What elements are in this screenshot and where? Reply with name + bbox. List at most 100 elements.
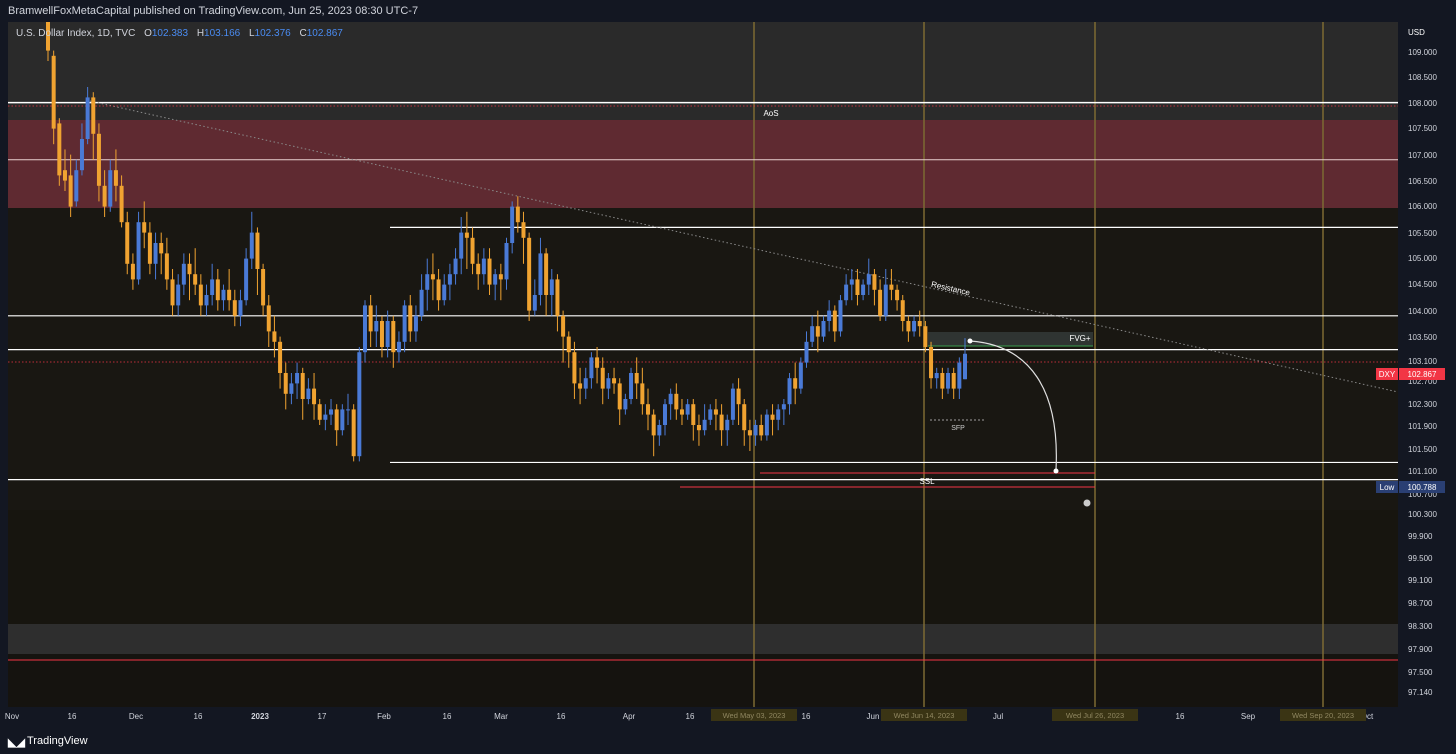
candle-body [374, 321, 379, 332]
candle-body [125, 222, 130, 264]
candle-body [963, 353, 967, 380]
price-tick: 105.000 [1408, 254, 1437, 263]
candle-body [306, 388, 311, 399]
candle-body [447, 274, 452, 285]
candle-body [108, 170, 113, 207]
candle-body [227, 289, 232, 301]
candle-body [391, 321, 396, 353]
candle-body [147, 232, 152, 264]
time-tick: Sep [1241, 712, 1256, 721]
candle-body [929, 347, 934, 379]
time-tick: 16 [443, 712, 452, 721]
date-badge [1052, 709, 1138, 721]
candle-body [827, 310, 832, 321]
candle-body [583, 378, 588, 389]
candle-body [255, 232, 260, 269]
clock-icon [1083, 499, 1091, 507]
candle-body [781, 404, 786, 410]
candle-body [498, 274, 503, 280]
candle-body [872, 274, 877, 290]
candle-body [278, 341, 283, 373]
candle-body [855, 279, 860, 295]
candle-body [142, 222, 147, 233]
price-chart[interactable]: AoS Resistance FVG+ SSL SFP USD 109.0001… [0, 22, 1456, 728]
date-badges: Wed May 03, 2023 Wed Jun 14, 2023 Wed Jul … [711, 709, 1366, 721]
candle-body [810, 326, 815, 342]
low-price-badge [1399, 481, 1445, 493]
tradingview-brand[interactable]: TradingView [27, 735, 88, 747]
fvg-label: FVG+ [1069, 334, 1090, 343]
candle-body [368, 305, 373, 332]
price-tick: 98.300 [1408, 622, 1433, 631]
candle-body [549, 279, 554, 295]
candle-body [532, 295, 537, 311]
candle-body [589, 357, 594, 379]
time-tick: Jun [867, 712, 880, 721]
candle-body [334, 409, 339, 431]
low-tag [1376, 481, 1398, 493]
candle-body [538, 253, 543, 295]
time-tick: Feb [377, 712, 391, 721]
price-tick: 103.100 [1408, 357, 1437, 366]
publisher-bar: BramwellFoxMetaCapital published on Trad… [0, 0, 1456, 22]
time-tick: 2023 [251, 712, 269, 721]
lower-gray-band [8, 624, 1398, 654]
candle-body [521, 222, 526, 238]
candle-body [102, 185, 107, 207]
date-badge [1280, 709, 1366, 721]
price-axis[interactable] [1398, 22, 1456, 707]
candle-body [866, 274, 871, 285]
time-tick: Apr [623, 712, 636, 721]
candle-body [793, 378, 798, 389]
candle-body [527, 237, 532, 311]
price-tick: 99.500 [1408, 554, 1433, 563]
date-badge-text: Wed Jul 26, 2023 [1066, 711, 1124, 720]
candle-body [730, 388, 735, 420]
price-tick: 101.500 [1408, 445, 1437, 454]
candle-body [578, 383, 583, 389]
candle-body [289, 383, 294, 394]
candle-body [329, 409, 334, 415]
price-tick: 97.500 [1408, 668, 1433, 677]
symbol-name: U.S. Dollar Index, 1D, TVC [16, 28, 136, 39]
candle-body [951, 373, 956, 389]
candle-body [764, 414, 769, 436]
candle-body [861, 284, 866, 295]
candle-body [838, 300, 843, 332]
time-tick: Nov [5, 712, 19, 721]
candle-body [170, 279, 175, 306]
candle-body [821, 321, 826, 337]
candle-body [430, 274, 435, 280]
candle-body [515, 206, 520, 223]
candle-body [346, 409, 351, 411]
candle-body [459, 232, 464, 259]
candle-body [476, 263, 481, 275]
lower-dark-band [8, 510, 1398, 624]
candle-body [629, 373, 634, 399]
time-tick: 16 [557, 712, 566, 721]
time-tick: 16 [1176, 712, 1185, 721]
candle-body [46, 22, 50, 51]
candle-body [340, 409, 345, 431]
candle-body [555, 279, 560, 316]
candle-body [413, 315, 418, 332]
candle-body [600, 367, 605, 389]
last-price-text: 102.867 [1408, 370, 1437, 379]
price-tick: 106.000 [1408, 202, 1437, 211]
fvg-box [928, 332, 1093, 346]
open-value: 102.383 [151, 28, 189, 39]
candle-body [357, 352, 362, 457]
candle-body [572, 352, 577, 384]
candle-body [770, 414, 775, 420]
candle-body [74, 170, 79, 202]
high-label: H [196, 28, 205, 39]
candle-body [759, 425, 764, 436]
price-tick: 108.000 [1408, 99, 1437, 108]
candle-body [300, 373, 305, 399]
candle-body [804, 341, 809, 363]
date-badge [881, 709, 967, 721]
price-tick: 101.900 [1408, 422, 1437, 431]
candle-body [79, 139, 84, 171]
tradingview-logo-icon[interactable]: ◣◢ [8, 737, 25, 749]
candle-body [934, 373, 939, 379]
